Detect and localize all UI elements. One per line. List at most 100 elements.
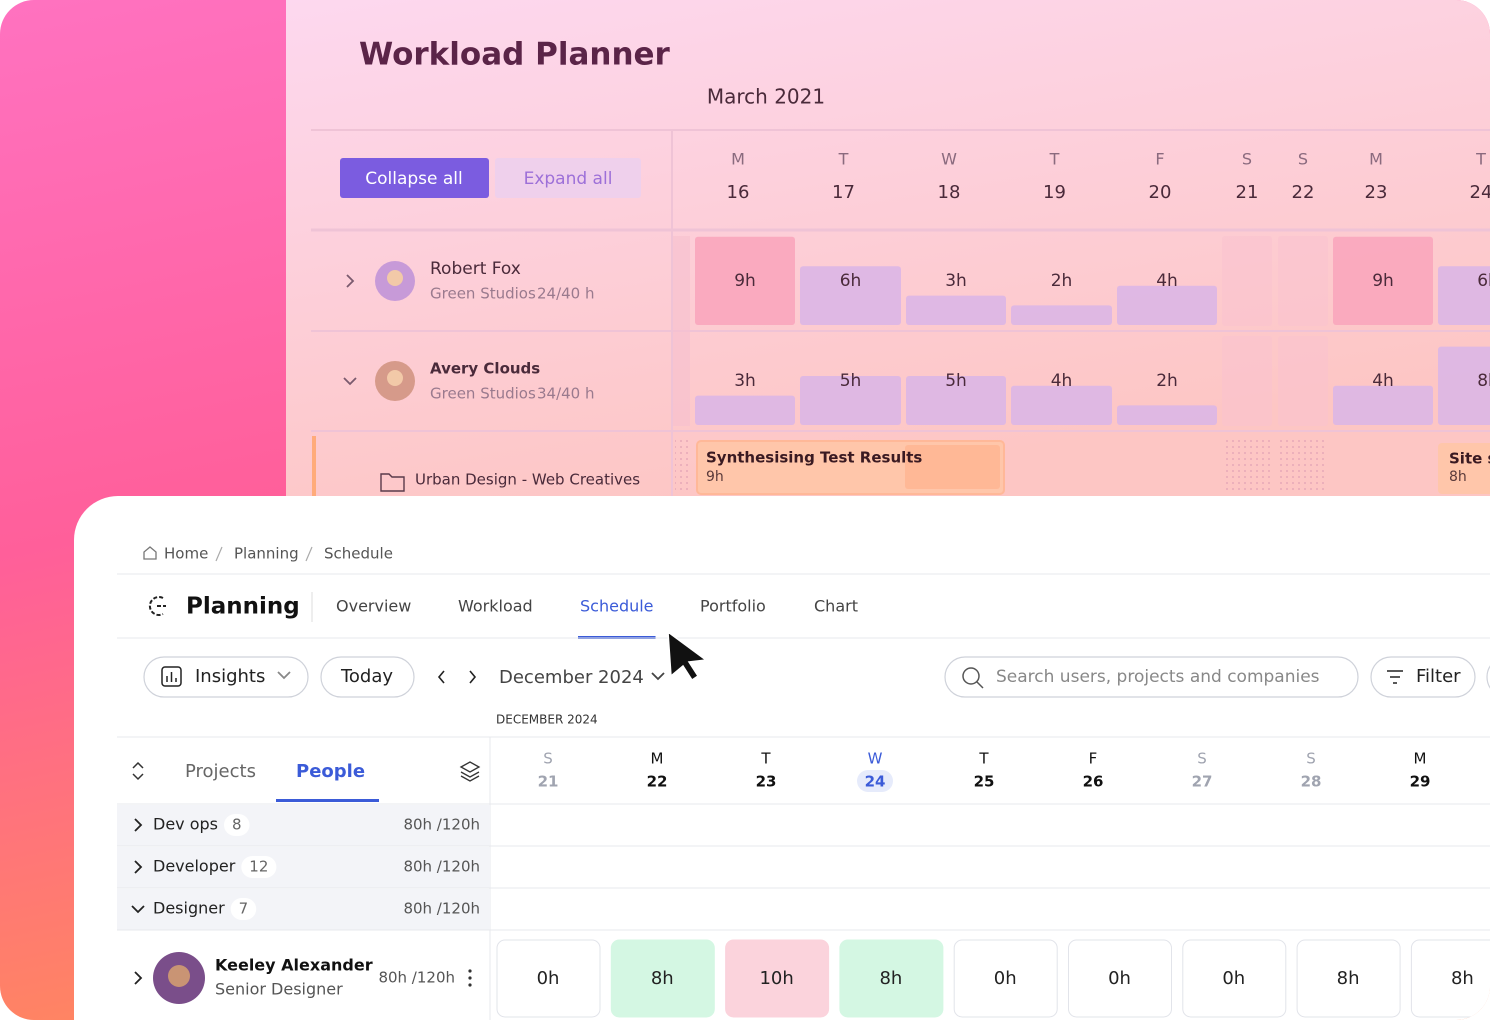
day-date: 24 — [865, 773, 886, 791]
breadcrumb-separator — [305, 546, 313, 562]
hours-cell[interactable] — [496, 939, 601, 1018]
nav-tab[interactable]: Chart — [814, 597, 858, 616]
period-label: December 2024 — [499, 667, 644, 688]
chevron[interactable] — [134, 971, 143, 985]
hours-cell[interactable] — [1068, 939, 1172, 1018]
hours-label: 3h — [734, 371, 756, 391]
chevron[interactable] — [131, 905, 145, 914]
chevron[interactable] — [134, 860, 143, 874]
day-date: 16 — [727, 182, 750, 203]
group-row[interactable] — [117, 847, 490, 888]
hours-label: 9h — [1372, 271, 1394, 291]
hours-cell[interactable] — [610, 939, 715, 1018]
count-badge — [241, 856, 277, 878]
project-marker — [312, 436, 316, 496]
day-of-week: T — [760, 750, 771, 768]
day-date: 23 — [1365, 182, 1388, 203]
hours-label: 8h — [879, 968, 902, 989]
sort-icon[interactable] — [132, 761, 144, 781]
day-of-week: T — [978, 750, 989, 768]
layers-icon[interactable] — [459, 761, 481, 782]
planner-title: Workload Planner — [359, 37, 671, 73]
person-name: Keeley Alexander — [215, 956, 373, 975]
folder-icon — [380, 473, 405, 492]
button-label: Collapse all — [365, 169, 463, 189]
hours-cell[interactable] — [839, 939, 944, 1018]
hours-cell[interactable] — [1182, 939, 1287, 1018]
chevron[interactable] — [277, 671, 291, 680]
hours-label: 3h — [945, 271, 967, 291]
hours-bar — [906, 295, 1006, 325]
person-hours: 24/40 h — [537, 285, 595, 303]
hours-label: 4h — [1051, 371, 1073, 391]
task-block — [1438, 443, 1490, 494]
nav-tab[interactable]: Overview — [336, 597, 411, 616]
group-row[interactable] — [117, 889, 490, 930]
more-button[interactable] — [1486, 656, 1490, 698]
hours-label: 0h — [994, 968, 1017, 989]
hours-label: 2h — [1156, 371, 1178, 391]
breadcrumb-item[interactable]: Home — [164, 545, 208, 563]
hours-bar — [800, 376, 901, 425]
avatar-face — [168, 965, 190, 987]
search-icon — [962, 667, 980, 685]
hours-bar — [1011, 385, 1112, 425]
month-label: DECEMBER 2024 — [496, 713, 598, 727]
filter-button[interactable] — [1370, 656, 1476, 698]
count-badge — [224, 814, 250, 836]
weekend-cell — [1222, 336, 1272, 426]
avatar-face — [387, 370, 403, 386]
prev-arrow[interactable] — [437, 670, 445, 684]
person-company: Green Studios — [430, 285, 536, 303]
kebab-dot — [468, 976, 472, 980]
group-row[interactable] — [117, 805, 490, 846]
hours-bar — [1333, 385, 1433, 425]
insights-button[interactable] — [143, 656, 309, 698]
hours-cell[interactable] — [953, 939, 1058, 1018]
breadcrumb-item[interactable]: Schedule — [324, 545, 393, 563]
cursor — [667, 630, 708, 682]
day-date: 26 — [1083, 773, 1104, 791]
next-arrow[interactable] — [469, 670, 477, 684]
filter-label: Filter — [1416, 666, 1461, 687]
task-name: Synthesising Test Results — [706, 449, 922, 467]
hours-label: 5h — [945, 371, 967, 391]
hours-bar — [695, 395, 795, 425]
task-segment — [905, 445, 1000, 489]
day-date: 28 — [1301, 773, 1322, 791]
day-of-week: T — [838, 150, 849, 169]
chevron[interactable] — [346, 274, 355, 288]
weekend-dots — [1278, 437, 1328, 494]
breadcrumb-item[interactable]: Planning — [234, 545, 299, 563]
group-hours: 80h /120h — [403, 816, 480, 834]
day-of-week: S — [1306, 750, 1316, 768]
hours-bar — [1438, 266, 1490, 326]
hours-label: 8h — [1337, 968, 1360, 989]
hours-label: 10h — [759, 968, 793, 989]
chevron[interactable] — [343, 377, 357, 386]
search-placeholder: Search users, projects and companies — [996, 667, 1320, 687]
search-box[interactable] — [944, 656, 1359, 698]
hours-cell[interactable] — [725, 939, 830, 1018]
day-of-week: S — [1298, 150, 1308, 169]
today-pill — [857, 770, 893, 792]
hours-label: 0h — [1108, 968, 1131, 989]
nav-tab[interactable]: Workload — [458, 597, 533, 616]
nav-tab[interactable]: Portfolio — [700, 597, 766, 616]
nav-tab[interactable]: Schedule — [580, 597, 654, 616]
chevron[interactable] — [651, 672, 665, 681]
today-button[interactable] — [320, 656, 415, 698]
hours-label: 8h — [1477, 371, 1490, 391]
expand-button[interactable] — [495, 158, 641, 198]
hours-label: 9h — [734, 271, 756, 291]
breadcrumb-separator — [215, 546, 223, 562]
view-tab[interactable]: Projects — [185, 761, 256, 782]
hours-label: 5h — [840, 371, 862, 391]
leftover-bar — [673, 236, 690, 426]
insights-label: Insights — [195, 666, 265, 687]
chevron[interactable] — [134, 818, 143, 832]
collapse-button[interactable] — [340, 158, 489, 198]
hours-cell[interactable] — [1296, 939, 1401, 1018]
hours-bar — [1011, 305, 1112, 325]
view-tab[interactable]: People — [296, 761, 365, 782]
